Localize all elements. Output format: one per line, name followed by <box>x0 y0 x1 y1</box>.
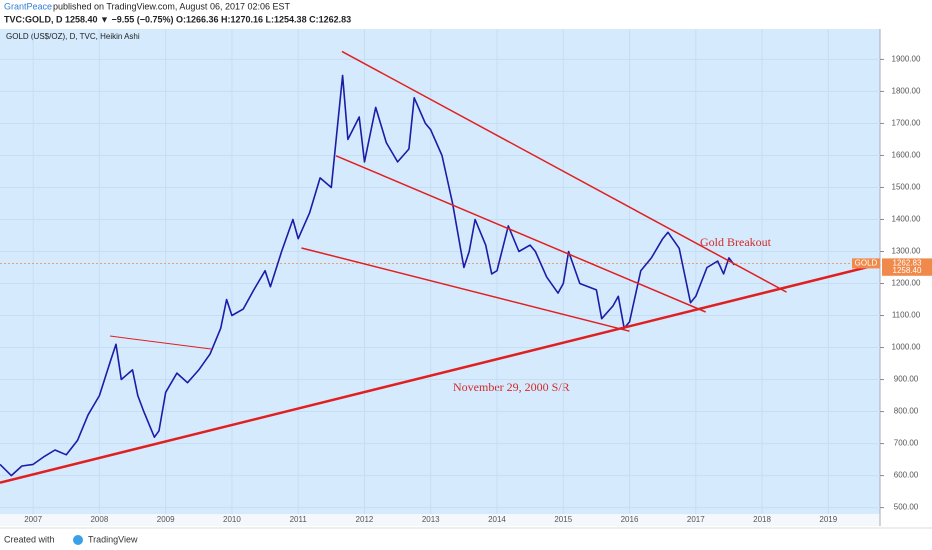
y-tick-label: 1600.00 <box>892 151 921 160</box>
publisher[interactable]: GrantPeace <box>4 1 52 11</box>
annotation: November 29, 2000 S/R <box>453 380 570 394</box>
price-tag-label: 1262.83 <box>893 259 922 268</box>
plot-area <box>0 29 880 514</box>
x-tick-label: 2014 <box>488 515 506 524</box>
y-tick-label: 1800.00 <box>892 87 921 96</box>
x-tick-label: 2011 <box>290 515 308 524</box>
x-tick-label: 2016 <box>621 515 639 524</box>
trend-line <box>301 247 630 332</box>
trend-line <box>335 155 707 313</box>
logo <box>73 535 83 545</box>
y-tick-label: 500.00 <box>894 503 919 512</box>
x-axis-strip <box>0 514 880 526</box>
x-tick-label: 2010 <box>223 515 241 524</box>
quote: TVC:GOLD, D 1258.40 ▼ −9.55 (−0.75%) O:1… <box>4 14 351 24</box>
x-tick-label: 2009 <box>157 515 175 524</box>
y-tick-label: 1000.00 <box>892 343 921 352</box>
x-tick-label: 2018 <box>753 515 771 524</box>
footer-brand[interactable]: TradingView <box>88 534 138 544</box>
x-tick-label: 2007 <box>24 515 42 524</box>
annotation: Gold Breakout <box>700 235 772 249</box>
close-tag-label: 1258.40 <box>893 266 922 275</box>
y-tick-label: 800.00 <box>894 407 919 416</box>
x-tick-label: 2017 <box>687 515 705 524</box>
x-tick-label: 2012 <box>356 515 374 524</box>
x-tick-label: 2013 <box>422 515 440 524</box>
x-tick-label: 2019 <box>819 515 837 524</box>
y-tick-label: 1700.00 <box>892 119 921 128</box>
symbol-tag-label: GOLD <box>855 259 878 268</box>
y-tick-label: 1400.00 <box>892 215 921 224</box>
close-tag <box>882 265 932 276</box>
x-tick-label: 2008 <box>90 515 108 524</box>
y-tick-label: 900.00 <box>894 375 919 384</box>
x-tick-label: 2015 <box>554 515 572 524</box>
footer-created: Created with <box>4 534 55 544</box>
trend-line <box>0 262 881 484</box>
trend-line <box>341 50 787 293</box>
published: published on TradingView.com, August 06,… <box>53 1 290 11</box>
y-tick-label: 1900.00 <box>892 55 921 64</box>
y-tick-label: 600.00 <box>894 471 919 480</box>
y-tick-label: 1300.00 <box>892 247 921 256</box>
y-tick-label: 1100.00 <box>892 311 921 320</box>
y-tick-label: 1200.00 <box>892 279 921 288</box>
y-tick-label: 700.00 <box>894 439 919 448</box>
y-tick-label: 1500.00 <box>892 183 921 192</box>
chart-title: GOLD (US$/OZ), D, TVC, Heikin Ashi <box>6 32 140 41</box>
symbol-tag <box>852 258 880 269</box>
price-tag <box>882 258 932 269</box>
trend-line <box>109 335 213 350</box>
